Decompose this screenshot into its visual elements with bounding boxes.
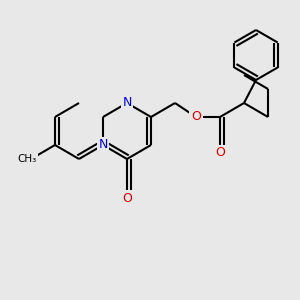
Text: O: O: [122, 191, 132, 205]
Text: CH₃: CH₃: [17, 154, 37, 164]
Text: N: N: [98, 139, 108, 152]
Text: O: O: [215, 146, 225, 160]
Text: O: O: [191, 110, 201, 124]
Text: N: N: [122, 97, 132, 110]
